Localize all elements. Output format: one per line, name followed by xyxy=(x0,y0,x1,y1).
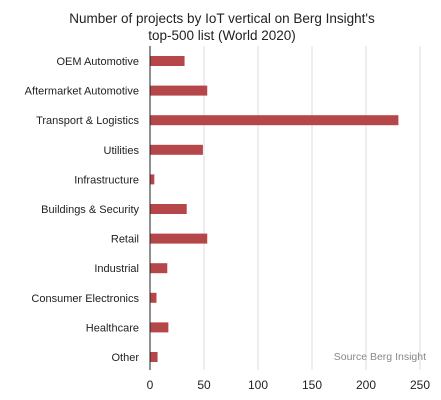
bar xyxy=(150,115,399,126)
category-label: Healthcare xyxy=(86,322,139,334)
chart-title-line-1: Number of projects by IoT vertical on Be… xyxy=(69,11,375,26)
category-label: Infrastructure xyxy=(74,174,139,186)
bar xyxy=(150,352,158,362)
bars xyxy=(150,56,399,362)
bar xyxy=(150,174,155,185)
bar xyxy=(150,322,169,333)
bar xyxy=(150,263,168,274)
x-tick-label: 150 xyxy=(302,378,322,392)
x-tick-label: 200 xyxy=(356,378,376,392)
category-label: Industrial xyxy=(94,263,139,275)
bar xyxy=(150,233,208,244)
chart-title: Number of projects by IoT vertical on Be… xyxy=(69,11,375,43)
x-tick-label: 250 xyxy=(410,378,430,392)
x-tick-labels: 0 50 100 150 200 250 xyxy=(147,378,431,392)
category-labels: OEM Automotive Aftermarket Automotive Tran… xyxy=(25,56,140,364)
category-label: Consumer Electronics xyxy=(31,293,139,305)
category-label: Retail xyxy=(111,234,139,246)
category-label: Aftermarket Automotive xyxy=(25,86,139,98)
gridlines xyxy=(203,46,421,370)
bar xyxy=(150,56,185,66)
category-label: OEM Automotive xyxy=(56,56,139,68)
bar xyxy=(150,144,203,155)
category-label: Other xyxy=(111,352,139,364)
bar xyxy=(150,85,208,96)
x-tick-label: 50 xyxy=(197,378,211,392)
source-note: Source Berg Insight xyxy=(334,351,426,363)
category-label: Buildings & Security xyxy=(41,204,139,216)
x-tick-label: 0 xyxy=(147,378,154,392)
chart-title-line-2: top-500 list (World 2020) xyxy=(148,28,296,43)
category-label: Transport & Logistics xyxy=(36,115,139,127)
x-tick-label: 100 xyxy=(248,378,268,392)
bar xyxy=(150,292,157,303)
bar xyxy=(150,204,187,214)
category-label: Utilities xyxy=(104,145,140,157)
